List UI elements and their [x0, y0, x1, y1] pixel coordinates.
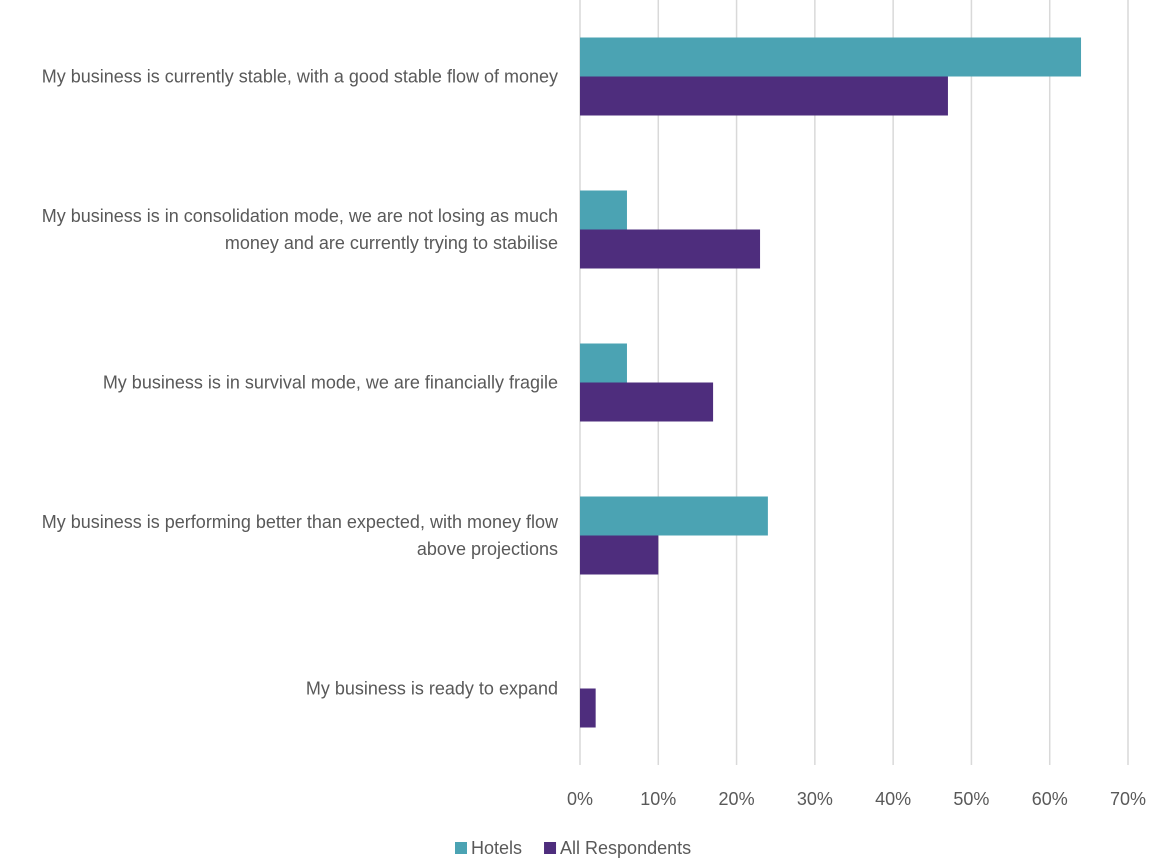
x-tick-label: 20% [719, 789, 755, 809]
bar [580, 76, 948, 116]
bar [580, 382, 714, 422]
x-tick-label: 10% [640, 789, 676, 809]
bar [580, 343, 627, 383]
x-tick-label: 30% [797, 789, 833, 809]
legend-label: All Respondents [560, 838, 691, 858]
category-label: My business is ready to expand [305, 678, 558, 698]
category-label: My business is currently stable, with a … [41, 66, 558, 86]
bar [580, 688, 596, 728]
x-tick-label: 60% [1032, 789, 1068, 809]
category-label: My business is performing better than ex… [41, 511, 558, 559]
bar [580, 229, 761, 269]
x-tick-label: 70% [1110, 789, 1146, 809]
legend-label: Hotels [471, 838, 522, 858]
bar [580, 190, 627, 230]
bar [580, 535, 659, 575]
category-label: My business is in survival mode, we are … [102, 372, 558, 392]
category-label: My business is in consolidation mode, we… [41, 205, 558, 253]
legend-swatch [455, 842, 467, 854]
x-tick-label: 40% [875, 789, 911, 809]
x-tick-label: 0% [567, 789, 593, 809]
bar [580, 37, 1082, 77]
x-tick-label: 50% [953, 789, 989, 809]
bar [580, 496, 768, 536]
legend-swatch [544, 842, 557, 854]
